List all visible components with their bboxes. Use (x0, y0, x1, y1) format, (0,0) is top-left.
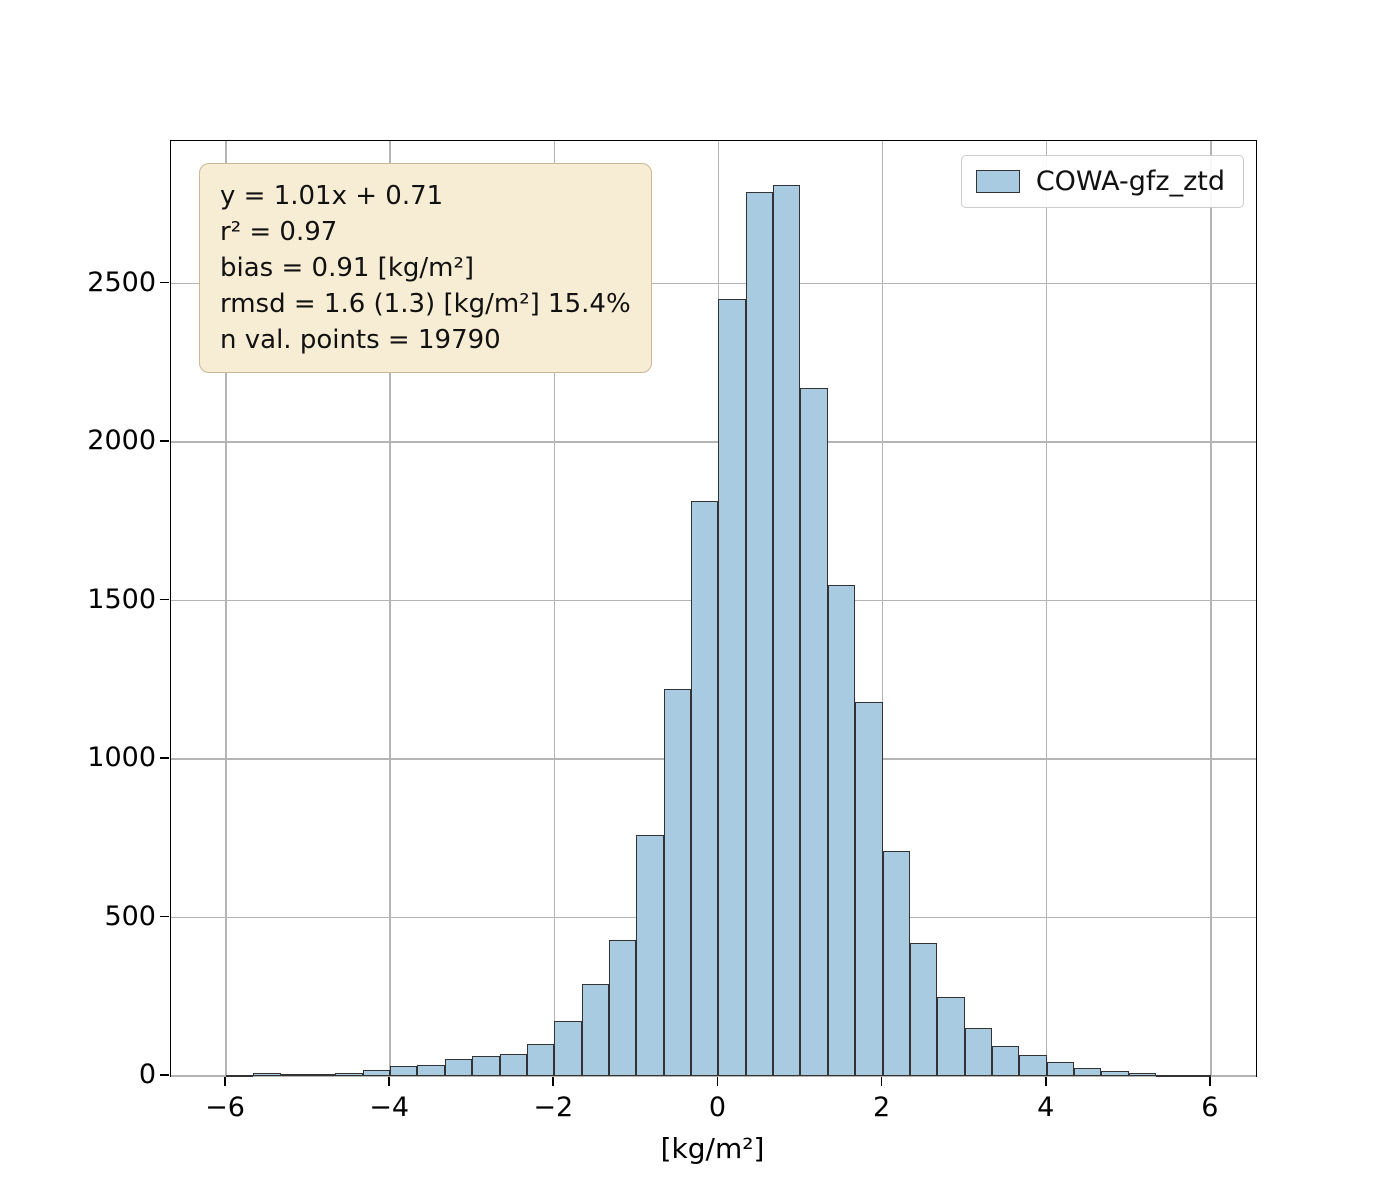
y-tick-label: 1500 (87, 583, 156, 615)
histogram-bar (909, 942, 938, 1076)
histogram-bar (1101, 1071, 1129, 1076)
annotation-line-npoints: n val. points = 19790 (220, 325, 501, 355)
histogram-bar (253, 1073, 281, 1076)
x-tick-mark (880, 1077, 883, 1086)
x-tick-mark (1209, 1077, 1211, 1086)
histogram-bar (1046, 1061, 1075, 1076)
gridline-x (553, 141, 555, 1076)
histogram-bar (1074, 1068, 1102, 1076)
histogram-bar (308, 1074, 336, 1077)
x-tick-label: −4 (369, 1092, 410, 1123)
histogram-bar (280, 1074, 309, 1077)
y-tick-mark (160, 757, 169, 759)
gridline-x (1210, 141, 1212, 1076)
histogram-bar (800, 388, 828, 1076)
histogram-bar (499, 1053, 527, 1076)
gridline-y (171, 1075, 1256, 1077)
histogram-bar (1183, 1075, 1211, 1078)
histogram-bar (691, 500, 719, 1076)
y-tick-mark (160, 915, 169, 918)
histogram-bar (608, 939, 637, 1076)
histogram-bar (991, 1045, 1020, 1076)
y-tick-mark (160, 440, 169, 442)
histogram-bar (526, 1044, 555, 1076)
y-tick-label: 0 (138, 1059, 156, 1090)
gridline-y (171, 441, 1256, 443)
histogram-bar (882, 850, 910, 1076)
x-tick-label: 2 (872, 1092, 891, 1123)
y-tick-label: 2000 (87, 425, 156, 457)
annotation-line-rmsd: rmsd = 1.6 (1.3) [kg/m²] 15.4% (220, 289, 631, 319)
histogram-bar (362, 1070, 391, 1076)
histogram-bar (390, 1066, 418, 1076)
histogram-bar (773, 185, 801, 1076)
gridline-x (881, 141, 884, 1076)
histogram-bar (745, 191, 774, 1076)
gridline-x (389, 141, 391, 1076)
plot-area: y = 1.01x + 0.71 r² = 0.97 bias = 0.91 [… (170, 140, 1257, 1078)
histogram-bar (937, 996, 965, 1076)
y-tick-label: 1000 (87, 742, 156, 774)
x-tick-mark (224, 1077, 226, 1086)
histogram-bar (1019, 1055, 1047, 1076)
x-tick-label: 0 (708, 1092, 727, 1123)
histogram-bar (1128, 1073, 1157, 1076)
histogram-bar (1156, 1074, 1184, 1077)
histogram-bar (718, 299, 746, 1076)
histogram-bar (225, 1075, 254, 1078)
x-tick-mark (716, 1077, 719, 1086)
annotation-line-bias: bias = 0.91 [kg/m²] (220, 253, 475, 283)
histogram-bar (855, 702, 883, 1076)
legend-label: COWA-gfz_ztd (1035, 166, 1225, 197)
histogram-bar (827, 584, 856, 1076)
x-tick-mark (388, 1077, 390, 1086)
y-tick-label: 2500 (87, 266, 156, 298)
gridline-x (1046, 141, 1048, 1076)
histogram-bar (663, 689, 692, 1076)
histogram-bar (554, 1020, 582, 1076)
histogram-bar (636, 835, 664, 1076)
histogram-bar (581, 984, 609, 1076)
x-tick-mark (1044, 1077, 1047, 1086)
x-tick-mark (552, 1077, 555, 1086)
x-axis-label: [kg/m²] (660, 1132, 765, 1165)
x-tick-label: −2 (533, 1092, 574, 1123)
x-tick-label: 4 (1037, 1092, 1055, 1123)
annotation-line-r2: r² = 0.97 (220, 217, 338, 247)
histogram-bar (335, 1072, 363, 1076)
x-tick-label: −6 (205, 1092, 245, 1123)
gridline-x (225, 141, 227, 1076)
legend-swatch-icon (975, 170, 1020, 193)
gridline-y (171, 282, 1256, 285)
histogram-bar (444, 1058, 473, 1076)
y-tick-mark (160, 1074, 169, 1076)
histogram-bar (417, 1064, 445, 1076)
histogram-bar (472, 1056, 500, 1076)
y-tick-mark (160, 281, 169, 284)
annotation-line-fit: y = 1.01x + 0.71 (220, 181, 444, 211)
y-tick-label: 500 (104, 900, 156, 932)
y-tick-mark (160, 598, 169, 601)
legend: COWA-gfz_ztd (960, 155, 1244, 208)
stats-annotation-box: y = 1.01x + 0.71 r² = 0.97 bias = 0.91 [… (199, 163, 652, 373)
histogram-bar (964, 1028, 992, 1076)
x-tick-label: 6 (1201, 1092, 1219, 1123)
